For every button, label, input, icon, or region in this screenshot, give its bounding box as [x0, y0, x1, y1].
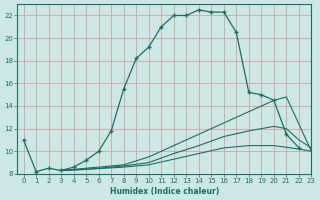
X-axis label: Humidex (Indice chaleur): Humidex (Indice chaleur) [110, 187, 219, 196]
